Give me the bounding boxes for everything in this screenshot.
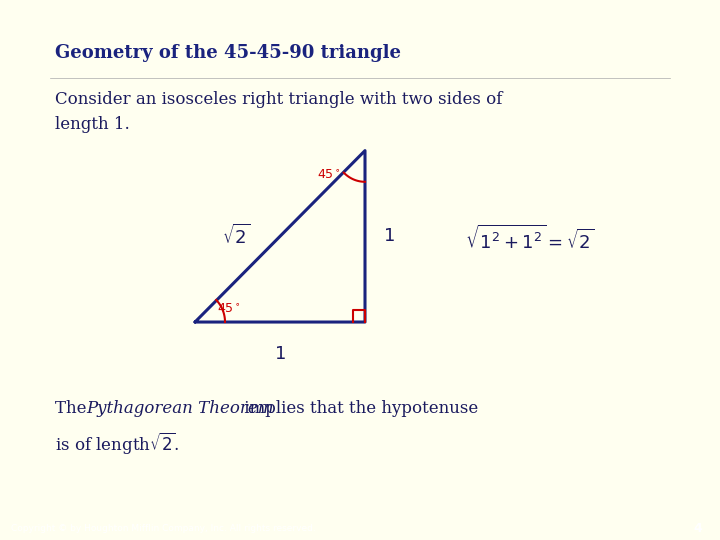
Text: Geometry of the 45-45-90 triangle: Geometry of the 45-45-90 triangle — [55, 44, 401, 62]
Text: implies that the hypotenuse: implies that the hypotenuse — [239, 400, 478, 417]
Text: 4: 4 — [693, 522, 702, 535]
Text: The: The — [55, 400, 91, 417]
Text: $\sqrt{2}$: $\sqrt{2}$ — [222, 224, 250, 248]
Text: $45^\circ$: $45^\circ$ — [217, 303, 240, 316]
Text: Consider an isosceles right triangle with two sides of: Consider an isosceles right triangle wit… — [55, 91, 503, 109]
Text: $1$: $1$ — [383, 227, 395, 245]
Text: $45^\circ$: $45^\circ$ — [317, 170, 341, 183]
Text: $1$: $1$ — [274, 345, 286, 363]
Text: Copyright © by Houghton Mifflin Company, Inc. All rights reserved.: Copyright © by Houghton Mifflin Company,… — [11, 524, 315, 533]
Text: Pythagorean Theorem: Pythagorean Theorem — [86, 400, 274, 417]
Text: is of length$\sqrt{2}$.: is of length$\sqrt{2}$. — [55, 430, 179, 456]
Text: $\sqrt{1^2+1^2}=\sqrt{2}$: $\sqrt{1^2+1^2}=\sqrt{2}$ — [465, 225, 595, 253]
Text: length 1.: length 1. — [55, 116, 130, 133]
